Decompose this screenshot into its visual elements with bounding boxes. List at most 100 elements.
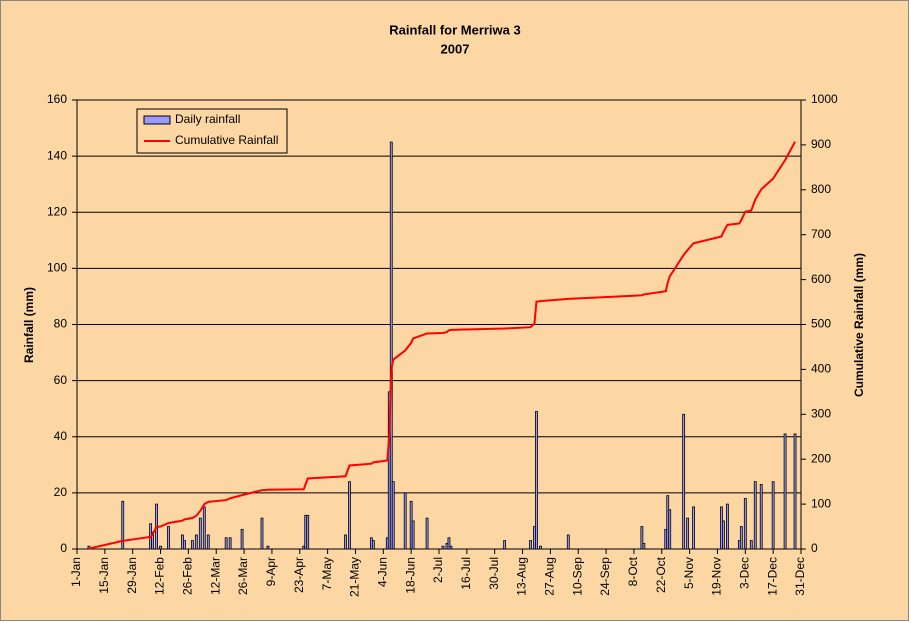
y-tick-label: 60 [54, 373, 68, 387]
y2-tick-label: 900 [811, 137, 831, 151]
cumulative-line [88, 141, 796, 550]
bar [190, 540, 194, 550]
x-tick-label: 7-May [320, 557, 334, 590]
x-tick-label: 1-Jan [69, 557, 83, 587]
bar [344, 534, 347, 550]
y2-tick-label: 600 [811, 272, 831, 286]
bar [403, 492, 407, 550]
x-tick-label: 13-Aug [515, 557, 529, 596]
y-axis-label: Rainfall (mm) [22, 287, 36, 363]
y-tick-label: 20 [54, 485, 68, 499]
bar [793, 433, 797, 550]
bar [447, 537, 451, 550]
bar [566, 534, 570, 550]
bar [686, 517, 690, 550]
y2-tick-label: 0 [811, 541, 818, 555]
y2-tick-label: 300 [811, 406, 831, 420]
bar [753, 481, 757, 550]
y2-tick-label: 400 [811, 362, 831, 376]
y-tick-label: 80 [54, 317, 68, 331]
bar [425, 517, 429, 550]
x-tick-label: 12-Mar [208, 557, 222, 595]
bar [503, 540, 507, 550]
x-tick-label: 23-Apr [292, 557, 306, 593]
x-tick-label: 27-Aug [543, 557, 557, 596]
y-tick-label: 120 [47, 204, 67, 218]
bar [389, 141, 393, 550]
bar [167, 526, 170, 550]
bar [692, 506, 695, 550]
bar [240, 528, 244, 550]
x-tick-label: 21-May [348, 557, 362, 597]
bar [722, 520, 725, 550]
x-tick-label: 26-Feb [181, 557, 195, 595]
y-tick-label: 100 [47, 261, 67, 275]
bar [739, 526, 743, 550]
bar [121, 500, 125, 550]
x-tick-label: 15-Jan [97, 557, 111, 594]
bar [441, 545, 445, 550]
y-tick-label: 160 [47, 92, 67, 106]
legend-label: Cumulative Rainfall [175, 133, 278, 147]
x-tick-label: 12-Feb [153, 557, 167, 595]
y-tick-label: 0 [60, 541, 67, 555]
x-tick-label: 9-Apr [264, 557, 278, 586]
bar [159, 545, 162, 550]
bar [224, 537, 228, 550]
x-tick-label: 26-Mar [236, 557, 250, 595]
bar [771, 481, 775, 550]
y-tick-label: 40 [54, 429, 68, 443]
legend-swatch [143, 115, 171, 125]
bar [640, 526, 644, 550]
y2-tick-label: 500 [811, 317, 831, 331]
bar [783, 433, 787, 550]
x-tick-label: 5-Nov [682, 557, 696, 589]
x-tick-label: 4-Jun [375, 557, 389, 587]
bar [183, 540, 186, 550]
x-tick-label: 10-Sep [570, 557, 584, 596]
y2-tick-label: 1000 [811, 92, 838, 106]
x-tick-label: 22-Oct [654, 556, 668, 593]
bar [529, 540, 532, 550]
y2-tick-label: 700 [811, 227, 831, 241]
bar [266, 545, 270, 550]
y2-tick-label: 100 [811, 496, 831, 510]
bar [306, 514, 310, 550]
bar [202, 506, 206, 550]
bar [371, 540, 375, 550]
bar [260, 517, 264, 550]
chart-subtitle: 2007 [441, 41, 470, 56]
x-tick-label: 2-Jul [431, 557, 445, 583]
x-tick-label: 29-Jan [125, 557, 139, 594]
y-tick-label: 140 [47, 148, 67, 162]
y2-tick-label: 200 [811, 451, 831, 465]
bar [194, 534, 198, 550]
x-tick-label: 17-Dec [765, 557, 779, 596]
bar [539, 545, 542, 550]
bar [449, 545, 453, 550]
chart-title: Rainfall for Merriwa 3 [389, 22, 520, 37]
bar [726, 503, 729, 550]
bar [759, 484, 763, 550]
y2-tick-label: 800 [811, 182, 831, 196]
x-tick-label: 24-Sep [598, 557, 612, 596]
x-tick-label: 30-Jul [487, 557, 501, 590]
bar [206, 534, 210, 550]
bar [348, 481, 351, 550]
bar [391, 481, 395, 550]
bar [743, 498, 747, 550]
x-tick-label: 31-Dec [793, 557, 807, 596]
bar [535, 411, 538, 550]
bar [642, 542, 646, 550]
bar [749, 540, 753, 550]
bar [198, 517, 202, 550]
legend-label: Daily rainfall [175, 112, 240, 126]
bar [411, 520, 415, 550]
x-tick-label: 16-Jul [459, 557, 473, 590]
x-tick-label: 8-Oct [626, 556, 640, 586]
bar [668, 509, 672, 550]
y2-axis-label: Cumulative Rainfall (mm) [852, 253, 866, 397]
x-tick-label: 18-Jun [403, 557, 417, 594]
